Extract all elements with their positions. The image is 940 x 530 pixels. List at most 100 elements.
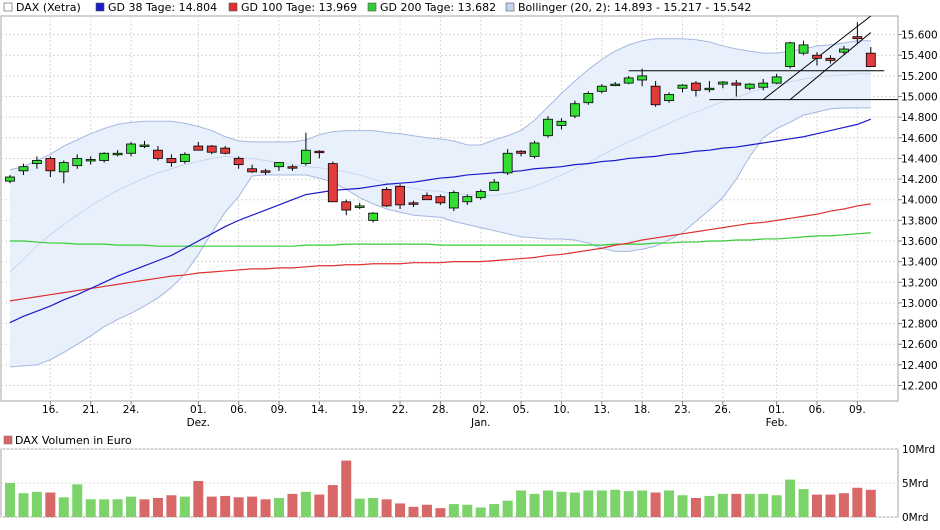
volume-bar <box>596 490 607 517</box>
x-tick-label: 19. <box>351 404 368 416</box>
candle-body <box>570 103 580 117</box>
volume-bar <box>260 499 271 517</box>
candle-body <box>5 176 15 182</box>
legend-swatch <box>367 2 377 12</box>
volume-bar <box>758 493 769 517</box>
volume-tick-label: 0Mrd <box>902 512 929 524</box>
volume-bar <box>852 487 863 517</box>
volume-bar <box>650 492 661 517</box>
date-x-axis: 16. 21. 24. 01.Dez.06. 09. 14. 19. 22. 28. 02.Jan… <box>42 401 866 429</box>
candle-body <box>825 57 836 61</box>
volume-bar <box>838 493 849 517</box>
candle-body <box>72 158 83 167</box>
volume-bar <box>112 499 123 517</box>
volume-bar <box>152 497 163 517</box>
candle-body <box>233 158 244 166</box>
volume-bar <box>179 496 190 517</box>
candle-body <box>785 42 795 67</box>
volume-bar <box>408 506 419 517</box>
volume-bar <box>247 496 258 517</box>
volume-bar <box>529 493 540 517</box>
candle-body <box>395 185 405 206</box>
volume-y-axis: 10Mrd 5Mrd 0Mrd <box>902 444 935 524</box>
candle-body <box>664 94 674 102</box>
candle-body <box>206 145 217 153</box>
candle-body <box>435 196 446 204</box>
x-tick-label: 01. <box>190 404 207 416</box>
x-tick-label: 13. <box>593 404 610 416</box>
volume-bar <box>126 496 137 517</box>
candle-body <box>126 143 136 154</box>
volume-bar <box>368 497 379 517</box>
x-tick-label: 16. <box>42 404 59 416</box>
volume-bar <box>395 503 406 517</box>
candle-body <box>556 120 567 126</box>
candle-body <box>529 142 540 157</box>
y-tick-label: 13.200 <box>901 277 938 289</box>
candle-body <box>99 152 110 161</box>
volume-bar <box>85 499 96 517</box>
candle-body <box>327 163 338 203</box>
x-tick-label: 28. <box>432 404 449 416</box>
gd200-line <box>10 232 871 247</box>
legend-label: DAX (Xetra) <box>16 1 81 14</box>
candle-body <box>771 76 782 84</box>
x-tick-sublabel: Feb. <box>766 417 788 429</box>
volume-title: DAX Volumen in Euro <box>15 434 132 447</box>
bollinger-middle <box>9 73 871 273</box>
candle-body <box>18 166 29 172</box>
x-tick-label: 05. <box>513 404 530 416</box>
y-tick-label: 15.200 <box>901 71 938 83</box>
x-tick-label: 26. <box>714 404 731 416</box>
candle-body <box>381 189 392 207</box>
x-tick-sublabel: Jan. <box>470 417 491 429</box>
bollinger-upper <box>9 38 871 171</box>
y-tick-label: 15.600 <box>901 30 938 42</box>
legend-label: GD 100 Tage: 13.969 <box>241 1 357 14</box>
volume-tick-label: 10Mrd <box>902 444 935 456</box>
x-tick-label: 22. <box>392 404 409 416</box>
x-tick-label: 23. <box>674 404 691 416</box>
volume-title-group: DAX Volumen in Euro <box>3 434 132 447</box>
candle-body <box>112 152 123 156</box>
legend-label: GD 200 Tage: 13.682 <box>380 1 496 14</box>
volume-bar <box>825 494 836 517</box>
volume-bar <box>287 493 298 517</box>
volume-bar <box>220 495 231 517</box>
x-tick-label: 06. <box>809 404 826 416</box>
candle-body <box>153 149 163 159</box>
candle-body <box>193 145 204 151</box>
candle-body <box>462 196 473 203</box>
volume-bar <box>58 497 69 517</box>
volume-bar <box>677 495 688 517</box>
volume-bar <box>516 490 527 517</box>
candle-body <box>691 82 701 91</box>
y-tick-label: 14.600 <box>901 133 938 145</box>
candle-body <box>220 147 231 154</box>
legend: DAX (Xetra) GD 38 Tage: 14.804 GD 100 Tage… <box>3 1 751 14</box>
candle-body <box>583 93 594 104</box>
volume-bar <box>623 491 634 517</box>
volume-bar <box>583 490 594 517</box>
volume-bar <box>45 492 56 517</box>
candle-body <box>839 48 849 53</box>
volume-bar <box>31 491 42 517</box>
candle-body <box>300 149 311 165</box>
volume-bar <box>233 497 244 517</box>
volume-bar <box>314 494 325 517</box>
volume-bar <box>381 499 392 517</box>
price-y-axis: 12.200 12.400 12.600 12.800 13.000 13.200 13.4… <box>898 30 938 393</box>
moving-averages <box>9 118 872 324</box>
candle-body <box>260 170 271 173</box>
volume-bar <box>327 485 338 517</box>
x-tick-label: 18. <box>634 404 651 416</box>
y-tick-label: 12.200 <box>901 381 938 393</box>
y-tick-label: 13.400 <box>901 257 938 269</box>
volume-bar <box>72 484 83 517</box>
bollinger-lower <box>9 107 871 368</box>
y-tick-label: 15.400 <box>901 50 938 62</box>
volume-bar <box>462 504 473 517</box>
candle-body <box>475 191 486 199</box>
volume-bar <box>717 493 728 517</box>
volume-bar <box>475 507 486 517</box>
